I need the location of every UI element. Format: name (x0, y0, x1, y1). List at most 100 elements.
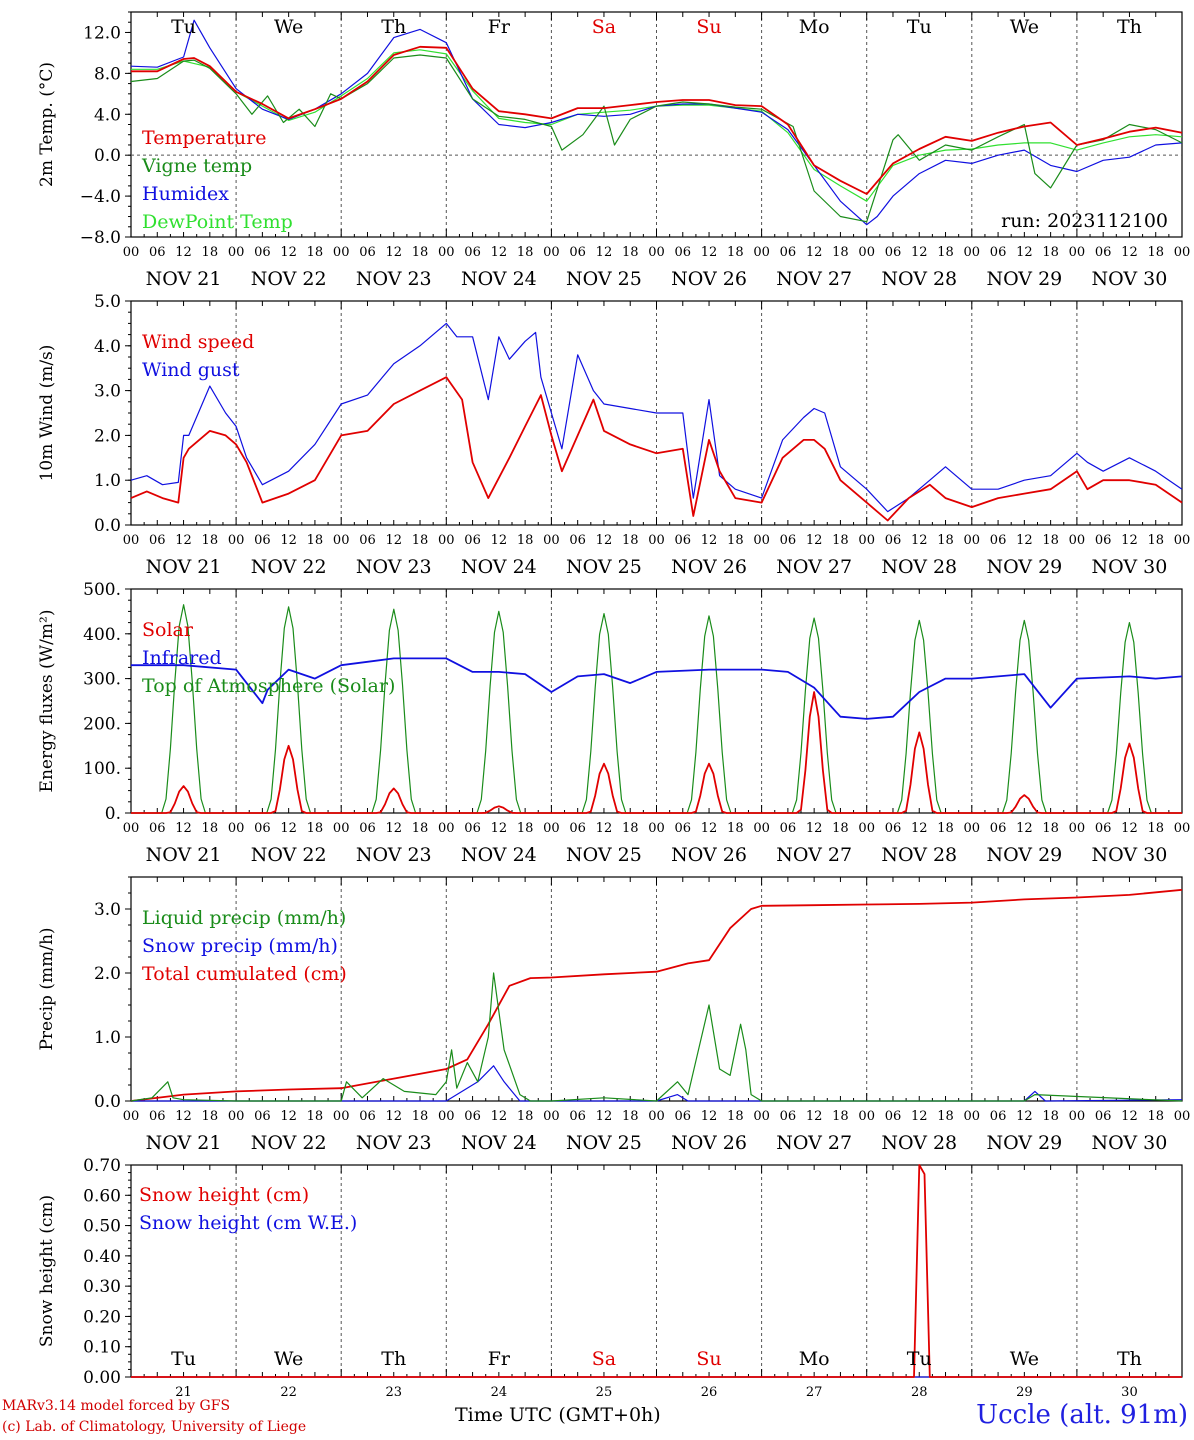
hour-tick-label: 18 (727, 821, 744, 836)
legend-entry: Liquid precip (mm/h) (142, 907, 346, 929)
date-label: NOV 22 (251, 268, 327, 290)
hour-tick-label: 12 (491, 245, 508, 260)
y-tick-label: 2.0 (94, 426, 121, 446)
date-label: NOV 24 (461, 1132, 537, 1154)
y-tick-label: 2.0 (94, 964, 121, 984)
hour-tick-label: 12 (175, 821, 192, 836)
y-tick-label: −4.0 (80, 187, 121, 207)
y-tick-label: 8.0 (94, 64, 121, 84)
hour-tick-label: 00 (228, 1109, 245, 1124)
hour-tick-label: 18 (517, 821, 534, 836)
hour-tick-label: 18 (1042, 1109, 1059, 1124)
hour-tick-label: 18 (832, 533, 849, 548)
date-label: NOV 29 (986, 1132, 1062, 1154)
hour-tick-label: 12 (701, 1109, 718, 1124)
hour-tick-label: 06 (149, 821, 166, 836)
y-tick-label: 3.0 (94, 900, 121, 920)
legend-entry: DewPoint Temp (142, 211, 293, 233)
hour-tick-label: 06 (464, 533, 481, 548)
date-label: NOV 30 (1092, 1132, 1168, 1154)
hour-tick-label: 12 (1016, 533, 1033, 548)
date-label: NOV 24 (461, 268, 537, 290)
hour-tick-label: 12 (1016, 245, 1033, 260)
day-number-label: 21 (175, 1385, 192, 1400)
hour-tick-label: 00 (1069, 1109, 1086, 1124)
hour-tick-label: 12 (1121, 245, 1138, 260)
legend-entry: Temperature (142, 127, 266, 149)
date-label: NOV 26 (671, 1132, 747, 1154)
hour-tick-label: 00 (964, 1109, 981, 1124)
hour-tick-label: 18 (1147, 821, 1164, 836)
hour-tick-label: 12 (911, 533, 928, 548)
hour-tick-label: 18 (202, 245, 219, 260)
series-line-wind-speed (130, 376, 1183, 522)
y-tick-label: 200. (83, 714, 121, 734)
hour-tick-label: 18 (937, 533, 954, 548)
hour-tick-label: 18 (622, 533, 639, 548)
day-number-label: 26 (701, 1385, 718, 1400)
y-tick-label: 100. (83, 759, 121, 779)
hour-tick-label: 06 (254, 1109, 271, 1124)
date-label: NOV 28 (881, 1132, 957, 1154)
hour-tick-label: 06 (780, 821, 797, 836)
hour-tick-label: 00 (1069, 245, 1086, 260)
date-label: NOV 28 (881, 844, 957, 866)
hour-tick-label: 06 (464, 245, 481, 260)
date-label: NOV 26 (671, 556, 747, 578)
legend-entry: Wind gust (142, 359, 240, 381)
hour-tick-label: 12 (911, 245, 928, 260)
date-label: NOV 30 (1092, 844, 1168, 866)
hour-tick-label: 06 (254, 533, 271, 548)
hour-tick-label: 06 (1095, 533, 1112, 548)
weekday-label: Th (381, 1348, 406, 1370)
legend-entry: Total cumulated (cm) (142, 963, 347, 985)
legend-entry: Wind speed (142, 331, 254, 353)
hour-tick-label: 12 (491, 533, 508, 548)
legend-entry: Snow height (cm W.E.) (139, 1212, 357, 1234)
hour-tick-label: 00 (123, 533, 140, 548)
date-label: NOV 22 (251, 1132, 327, 1154)
hour-tick-label: 12 (806, 1109, 823, 1124)
hour-tick-label: 00 (543, 821, 560, 836)
y-tick-label: 0.60 (83, 1186, 121, 1206)
date-label: NOV 23 (356, 1132, 432, 1154)
day-number-label: 25 (596, 1385, 613, 1400)
y-axis-label: 2m Temp. (°C) (37, 62, 57, 187)
weekday-label: Tu (907, 1348, 932, 1370)
hour-tick-label: 12 (806, 821, 823, 836)
hour-tick-label: 06 (990, 1109, 1007, 1124)
hour-tick-label: 06 (675, 1109, 692, 1124)
date-label: NOV 27 (776, 844, 852, 866)
hour-tick-label: 18 (1042, 245, 1059, 260)
hour-tick-label: 18 (937, 821, 954, 836)
hour-tick-label: 18 (517, 1109, 534, 1124)
day-number-label: 22 (280, 1385, 297, 1400)
series-line-total-cumulated-cm- (130, 888, 1183, 1102)
hour-tick-label: 06 (1095, 245, 1112, 260)
y-tick-label: 0. (105, 804, 121, 824)
hour-tick-label: 00 (753, 245, 770, 260)
y-tick-label: 0.0 (94, 1092, 121, 1112)
hour-tick-label: 18 (412, 821, 429, 836)
hour-tick-label: 00 (543, 533, 560, 548)
hour-tick-label: 18 (727, 533, 744, 548)
hour-tick-label: 00 (1174, 245, 1191, 260)
date-label: NOV 22 (251, 844, 327, 866)
y-tick-label: 4.0 (94, 105, 121, 125)
day-number-label: 23 (385, 1385, 402, 1400)
date-label: NOV 30 (1092, 268, 1168, 290)
hour-tick-label: 00 (753, 1109, 770, 1124)
hour-tick-label: 00 (333, 533, 350, 548)
hour-tick-label: 06 (885, 1109, 902, 1124)
date-label: NOV 24 (461, 844, 537, 866)
hour-tick-label: 06 (149, 245, 166, 260)
hour-tick-label: 06 (149, 1109, 166, 1124)
series-line-infrared (131, 657, 1183, 720)
date-label: NOV 21 (146, 844, 222, 866)
date-label: NOV 21 (146, 556, 222, 578)
date-label: NOV 29 (986, 556, 1062, 578)
day-number-label: 24 (491, 1385, 508, 1400)
hour-tick-label: 06 (990, 245, 1007, 260)
hour-tick-label: 00 (333, 821, 350, 836)
hour-tick-label: 12 (1121, 821, 1138, 836)
